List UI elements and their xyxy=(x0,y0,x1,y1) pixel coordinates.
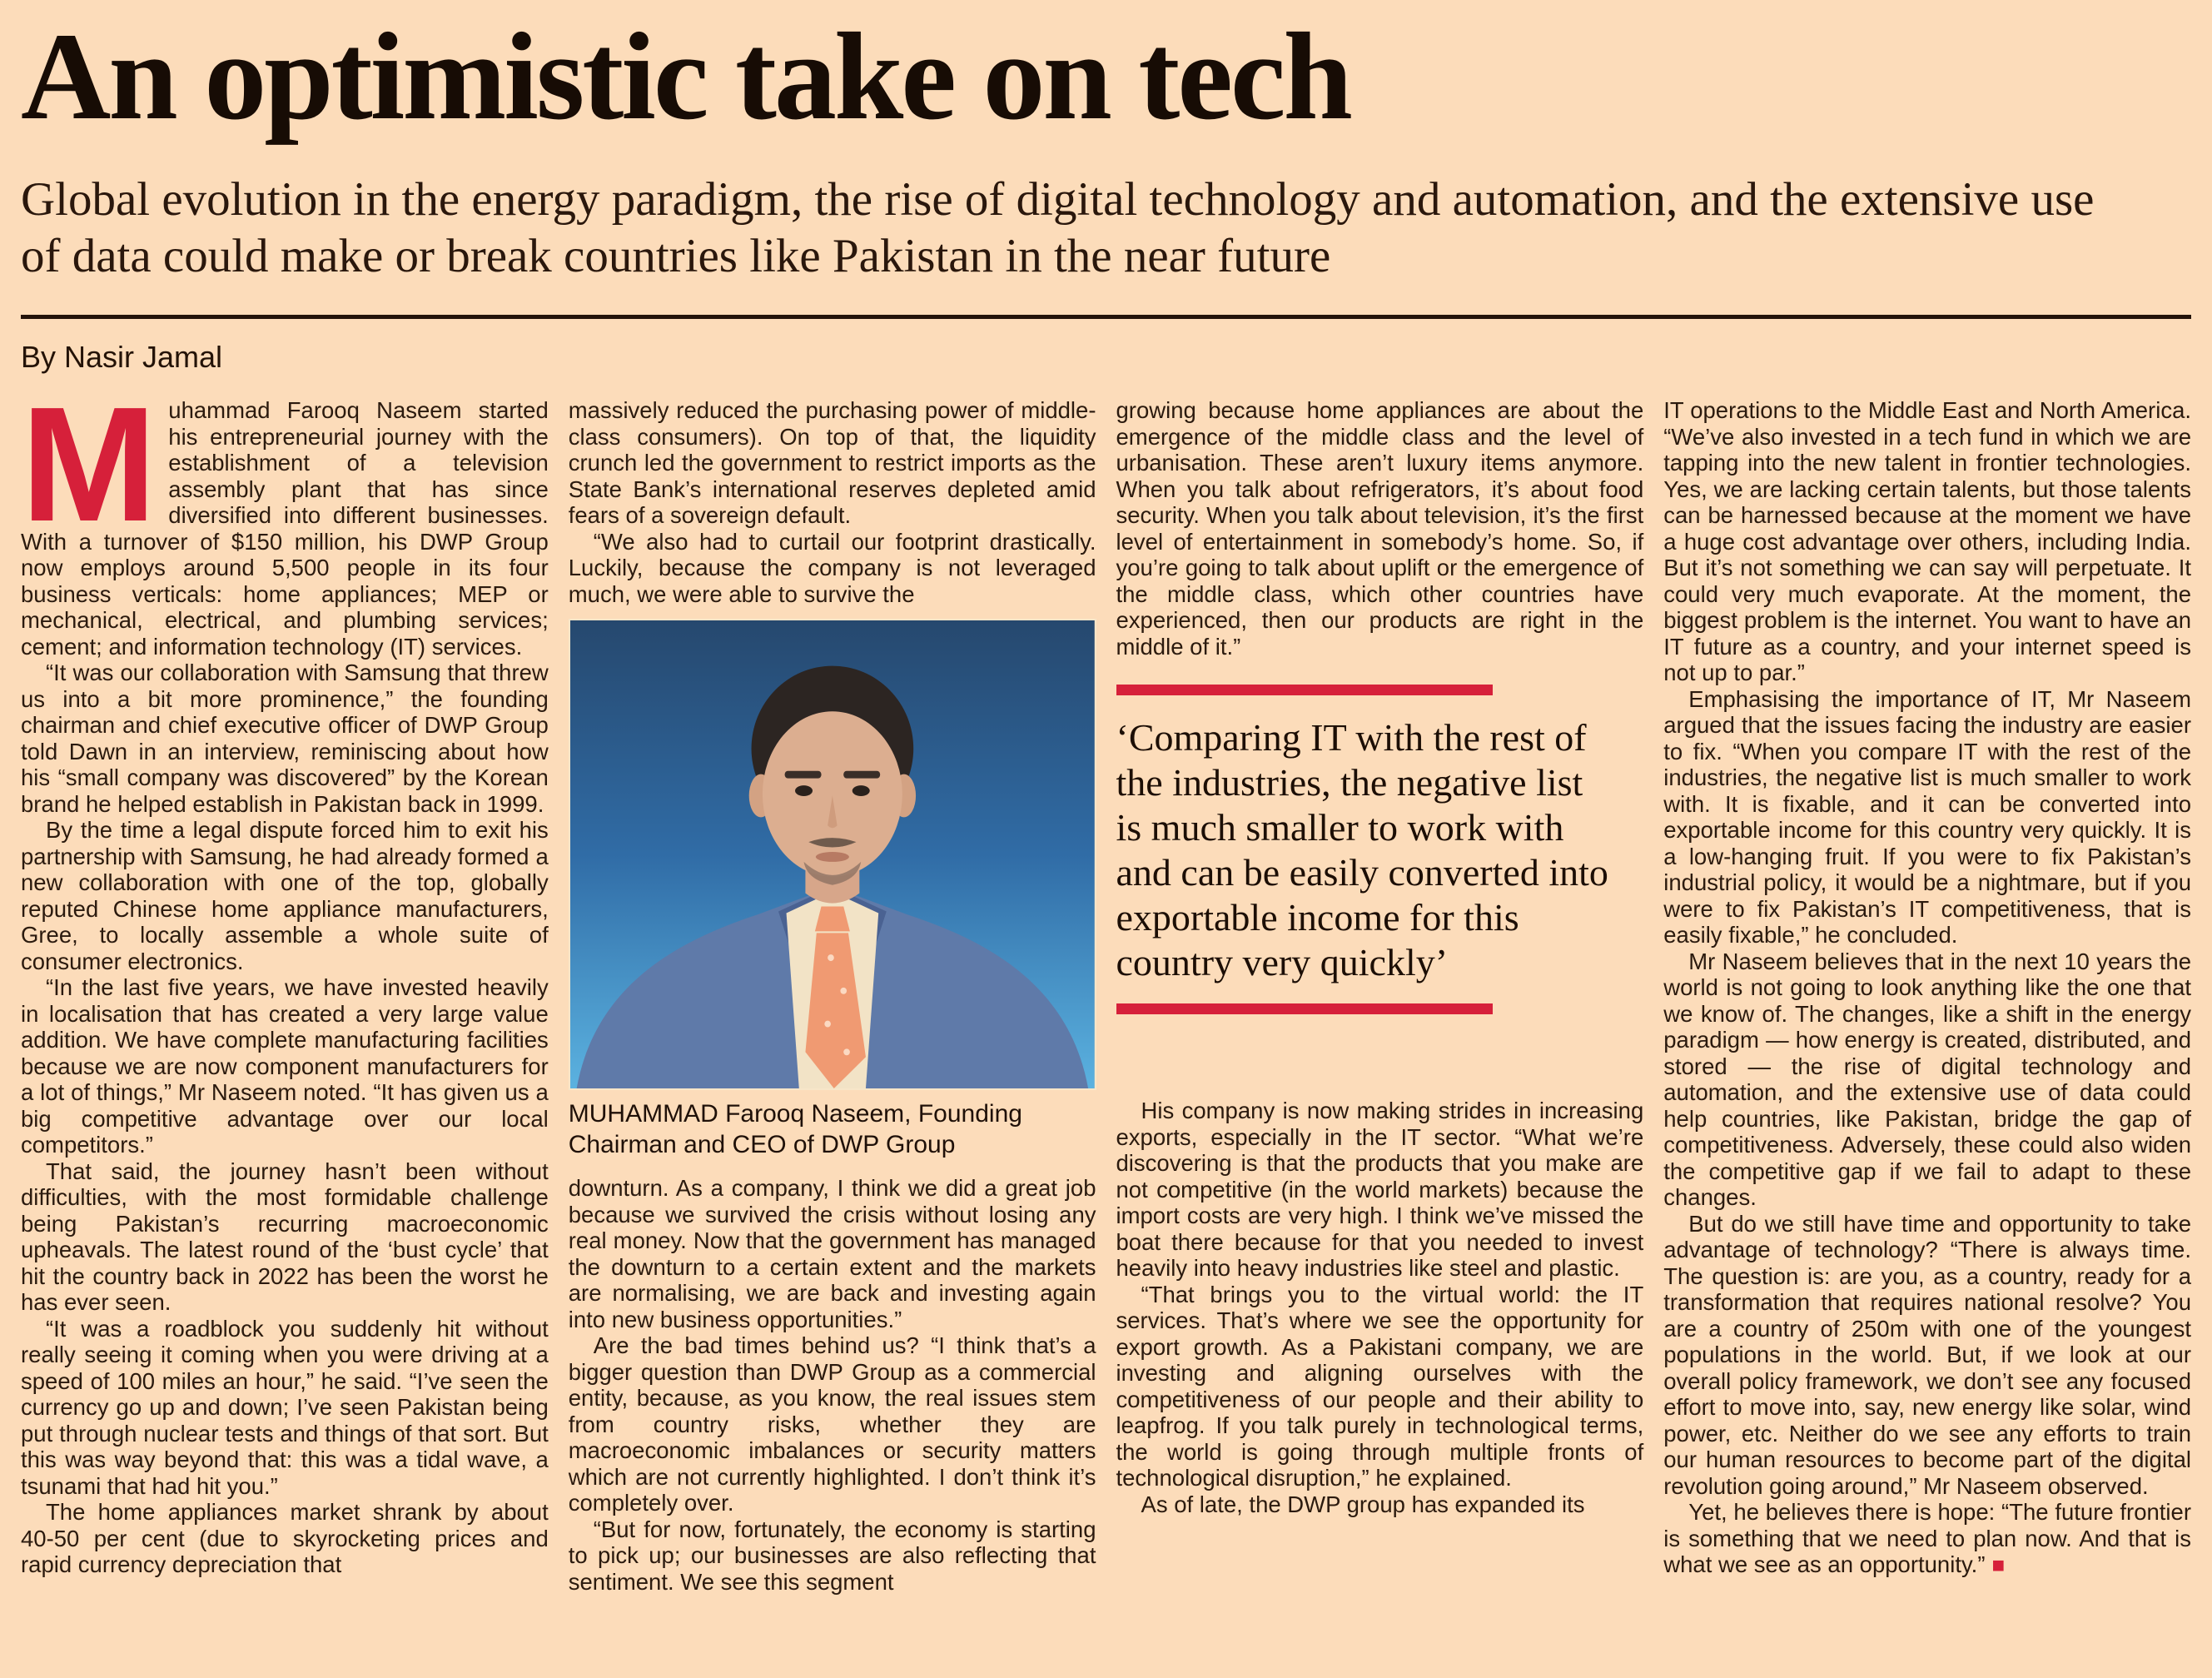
body-paragraph: IT operations to the Middle East and Nor… xyxy=(1663,397,2191,686)
article-header: An optimistic take on tech Global evolut… xyxy=(21,7,2191,375)
body-paragraph: “It was our collaboration with Samsung t… xyxy=(21,660,549,817)
header-divider xyxy=(21,315,2191,320)
body-paragraph: Yet, he believes there is hope: “The fut… xyxy=(1663,1499,2191,1578)
portrait-photo-illustration xyxy=(569,620,1095,1089)
article-end-marker: ■ xyxy=(1991,1552,2006,1578)
tie-dot xyxy=(843,1048,850,1056)
column-2: massively reduced the purchasing power o… xyxy=(568,397,1096,1595)
body-paragraph: “We also had to curtail our footprint dr… xyxy=(568,528,1096,607)
pull-quote-text: ‘Comparing IT with the rest of the indus… xyxy=(1116,716,1608,984)
body-paragraph: Mr Naseem believes that in the next 10 y… xyxy=(1663,948,2191,1211)
eye-right xyxy=(852,785,870,797)
mouth xyxy=(815,852,849,863)
portrait-photo xyxy=(568,619,1096,1091)
dropcap-letter: M xyxy=(21,373,157,556)
body-paragraph: Are the bad times behind us? “I think th… xyxy=(568,1332,1096,1516)
body-paragraph: That said, the journey hasn’t been witho… xyxy=(21,1158,549,1316)
eye-left xyxy=(794,785,813,797)
tie-dot xyxy=(840,988,847,995)
mustache xyxy=(808,838,857,848)
body-paragraph: The home appliances market shrank by abo… xyxy=(21,1499,549,1578)
tie-dot xyxy=(824,1020,831,1028)
tie-knot xyxy=(814,906,850,932)
column-4: IT operations to the Middle East and Nor… xyxy=(1663,397,2191,1595)
body-paragraph: His company is now making strides in inc… xyxy=(1116,1098,1644,1282)
beard xyxy=(803,862,861,886)
body-paragraph: massively reduced the purchasing power o… xyxy=(568,397,1096,529)
article-title: An optimistic take on tech xyxy=(21,7,1353,146)
body-paragraph: But do we still have time and opportunit… xyxy=(1663,1210,2191,1499)
body-paragraph: “That brings you to the virtual world: t… xyxy=(1116,1281,1644,1491)
column-3: growing because home appliances are abou… xyxy=(1116,397,1644,1595)
body-paragraph: uhammad Farooq Naseem started his entrep… xyxy=(21,397,549,660)
nose xyxy=(827,795,838,829)
body-paragraph: By the time a legal dispute forced him t… xyxy=(21,817,549,974)
closing-paragraph: Yet, he believes there is hope: “The fut… xyxy=(1663,1499,2191,1579)
pull-quote-bottom-bar xyxy=(1116,1003,1493,1015)
face xyxy=(762,711,902,878)
pull-quote: ‘Comparing IT with the rest of the indus… xyxy=(1116,685,1644,1015)
body-paragraph: “But for now, fortunately, the economy i… xyxy=(568,1516,1096,1595)
byline: By Nasir Jamal xyxy=(21,340,223,375)
body-paragraph: Emphasising the importance of IT, Mr Nas… xyxy=(1663,685,2191,949)
tie xyxy=(805,933,866,1089)
photo-caption: MUHAMMAD Farooq Naseem, Founding Chairma… xyxy=(568,1100,1022,1159)
body-paragraph: As of late, the DWP group has expanded i… xyxy=(1141,1491,1585,1517)
tie-dot xyxy=(827,954,834,962)
body-paragraph: growing because home appliances are abou… xyxy=(1116,397,1644,660)
body-paragraph: downturn. As a company, I think we did a… xyxy=(568,1175,1096,1332)
eyebrow-right xyxy=(843,770,880,779)
eyebrow-left xyxy=(784,770,822,779)
body-paragraph: “In the last five years, we have investe… xyxy=(21,974,549,1158)
article-subtitle: Global evolution in the energy paradigm,… xyxy=(21,172,2095,282)
body-paragraph: “It was a roadblock you suddenly hit wit… xyxy=(21,1315,549,1499)
pull-quote-top-bar xyxy=(1116,685,1493,696)
